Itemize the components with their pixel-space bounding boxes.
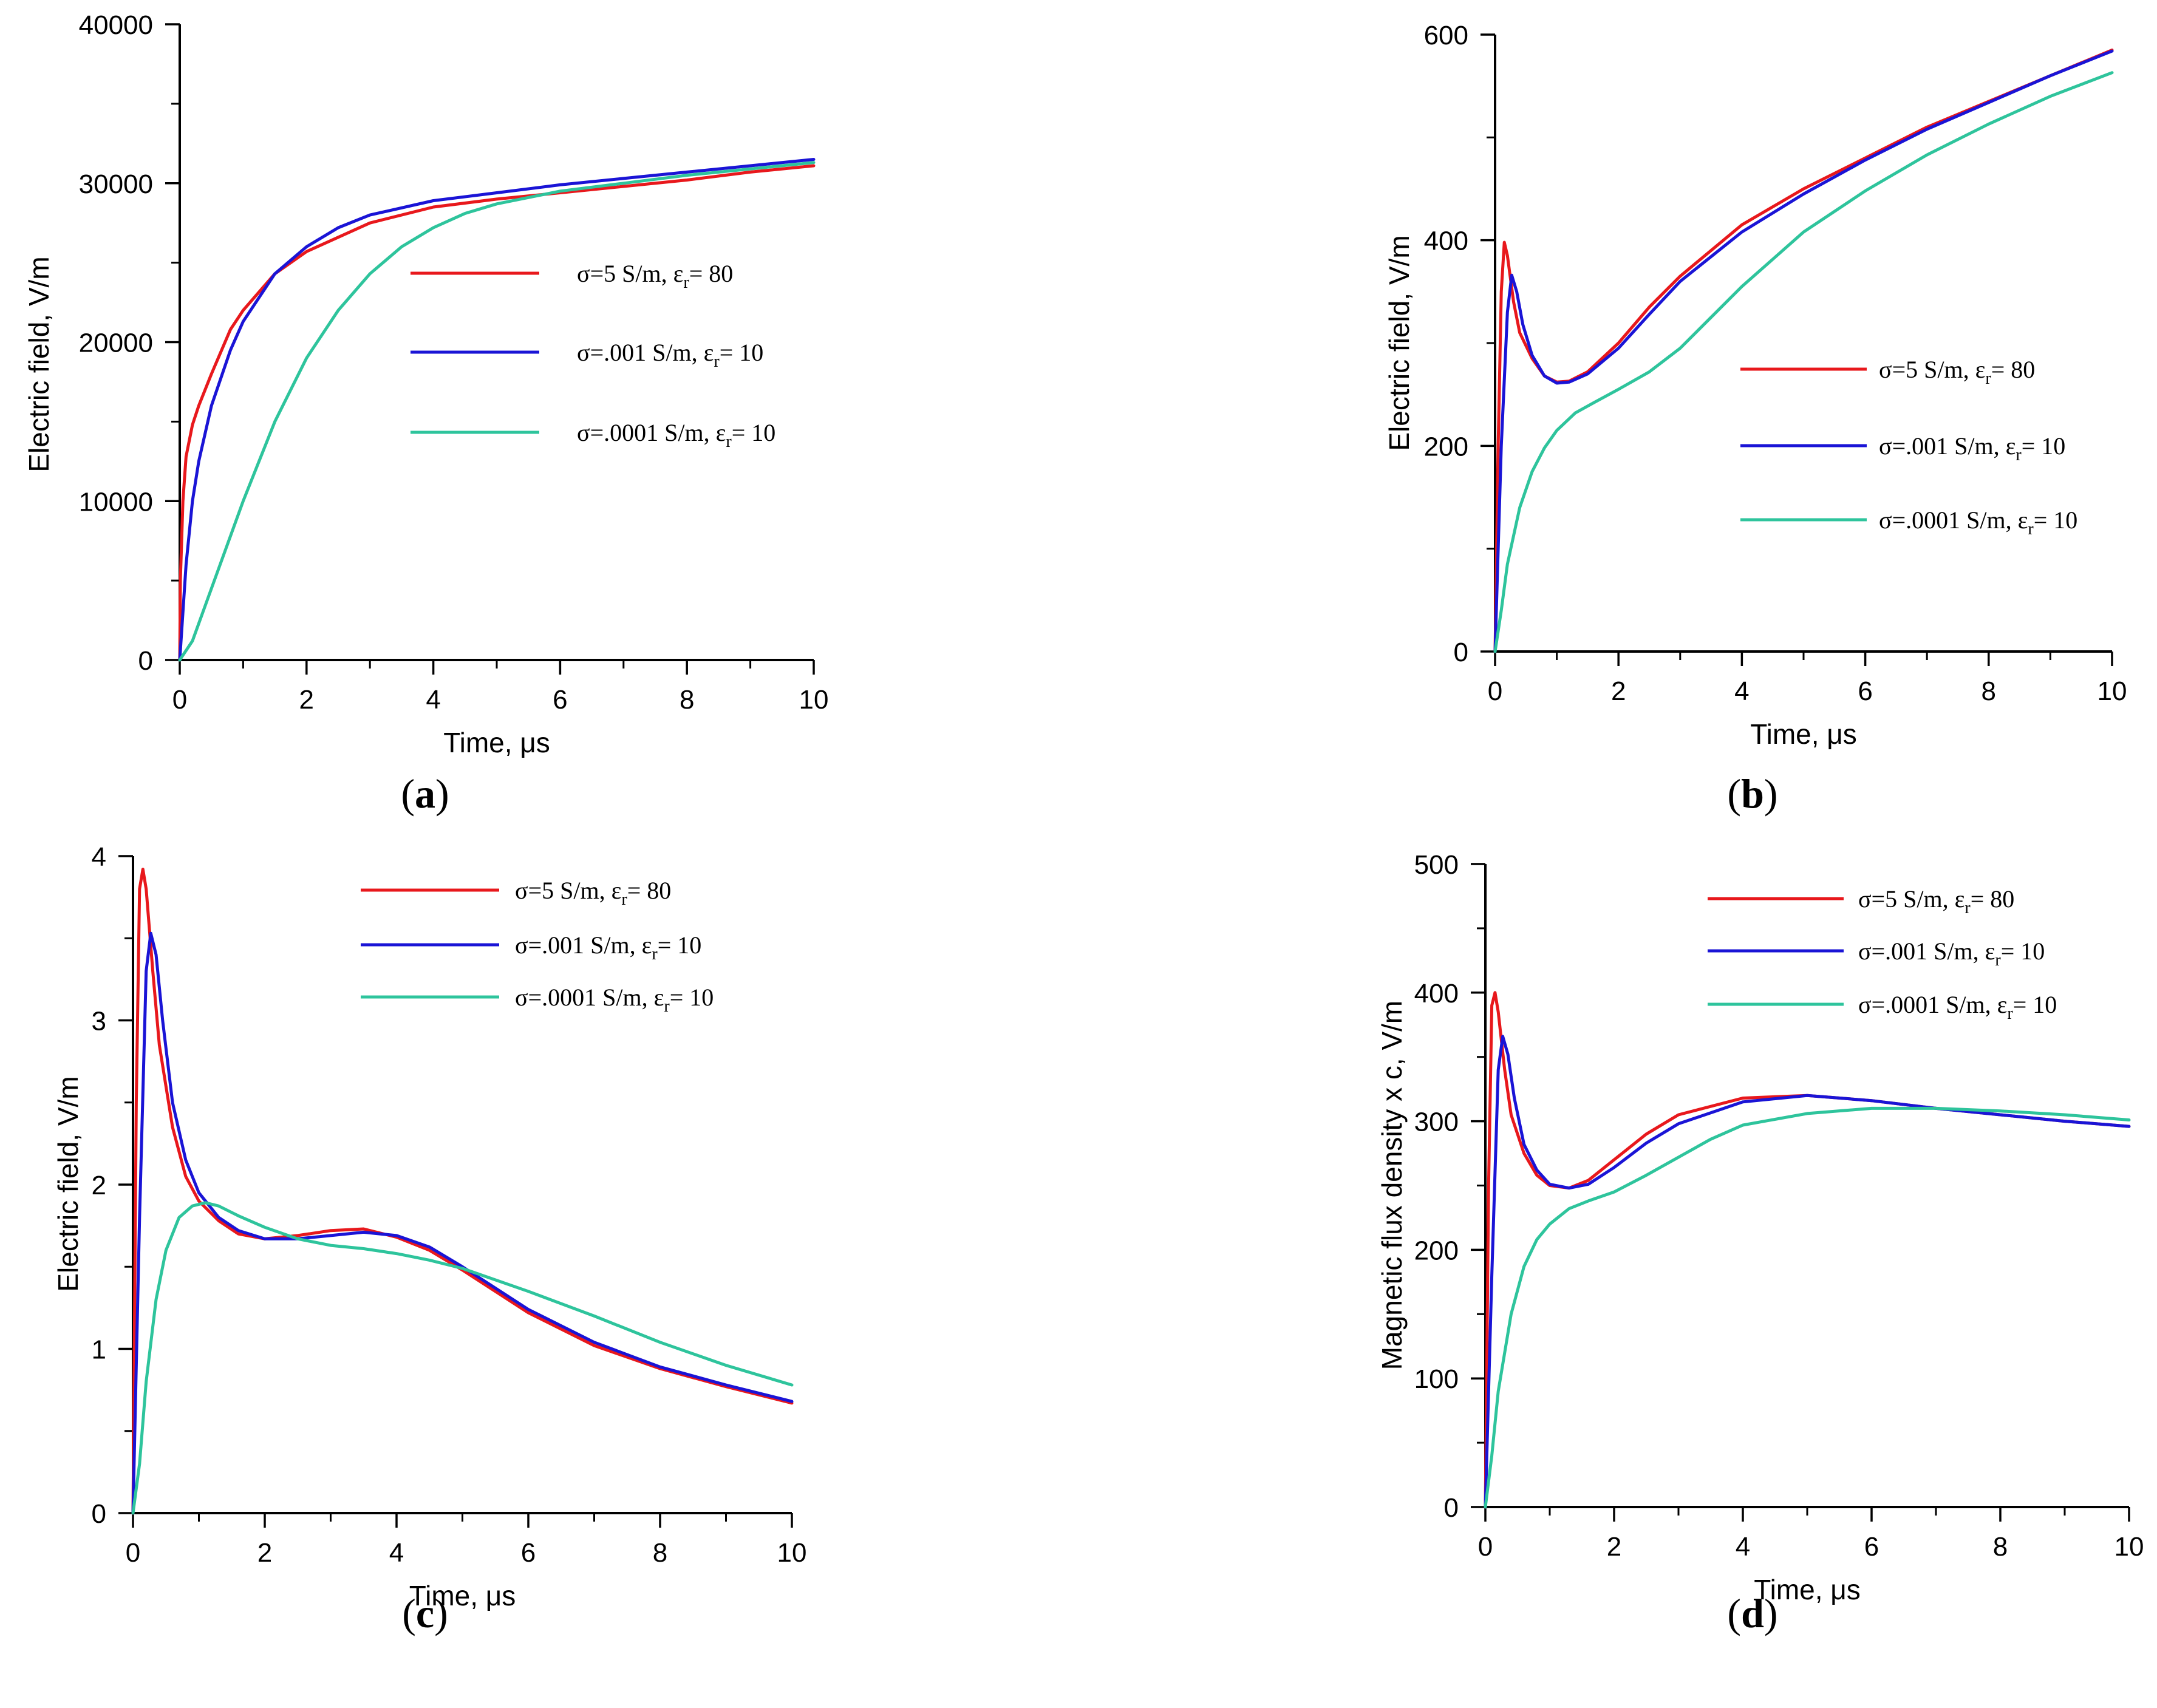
- y-tick-label: 0: [138, 646, 153, 676]
- y-axis-label: Magnetic flux density x c, V/m: [1376, 1001, 1408, 1370]
- x-tick-label: 10: [2097, 676, 2127, 706]
- y-tick-label: 400: [1424, 226, 1468, 256]
- x-tick-label: 6: [1864, 1532, 1879, 1562]
- y-tick-label: 200: [1424, 432, 1468, 461]
- series-line-2: [1493, 49, 2114, 653]
- series-line-3: [1484, 1106, 2131, 1509]
- x-tick-label: 2: [257, 1538, 272, 1568]
- x-tick-label: 6: [1858, 676, 1872, 706]
- y-axis-label: Electric field, V/m: [23, 256, 55, 472]
- x-tick-label: 0: [1478, 1532, 1493, 1562]
- series-line-2: [178, 158, 816, 662]
- y-axis-label: Electric field, V/m: [52, 1076, 84, 1291]
- legend-label-2: σ=.001 S/m, εr= 10: [1879, 432, 2065, 464]
- x-tick-label: 8: [653, 1538, 667, 1568]
- panel-a: 0 2 4 6 8 10 0 10000 20000 30000 40000 Time, μs Elec…: [23, 10, 828, 817]
- y-tick-label: 40000: [79, 10, 153, 40]
- series-line-2: [1484, 1035, 2131, 1509]
- y-tick-label: 300: [1414, 1107, 1459, 1137]
- x-tick-label: 0: [172, 685, 187, 715]
- legend-label-1: σ=5 S/m, εr= 80: [577, 260, 733, 292]
- panel-caption: (b): [1727, 771, 1777, 817]
- x-tick-label: 0: [1488, 676, 1502, 706]
- x-tick-label: 10: [799, 685, 829, 715]
- x-tick-label: 8: [1993, 1532, 2008, 1562]
- x-tick-label: 6: [553, 685, 567, 715]
- y-tick-label: 0: [92, 1499, 106, 1529]
- x-tick-label: 2: [299, 685, 314, 715]
- panel-caption: (d): [1727, 1590, 1777, 1636]
- y-tick-label: 20000: [79, 328, 153, 358]
- legend-label-3: σ=.0001 S/m, εr= 10: [1858, 991, 2057, 1023]
- y-tick-label: 0: [1444, 1493, 1459, 1523]
- x-tick-label: 6: [521, 1538, 536, 1568]
- x-tick-label: 4: [1734, 676, 1749, 706]
- x-tick-label: 2: [1607, 1532, 1621, 1562]
- y-tick-label: 500: [1414, 850, 1459, 880]
- series-line-1: [1484, 991, 2131, 1509]
- x-tick-label: 10: [2114, 1532, 2144, 1562]
- legend-label-3: σ=.0001 S/m, εr= 10: [1879, 506, 2077, 539]
- x-tick-label: 8: [1982, 676, 1996, 706]
- series-line-2: [131, 931, 794, 1515]
- y-tick-label: 2: [92, 1171, 106, 1200]
- y-tick-label: 200: [1414, 1236, 1459, 1265]
- series-line-1: [131, 868, 794, 1515]
- x-axis-label: Time, μs: [409, 1580, 516, 1611]
- legend-label-2: σ=.001 S/m, εr= 10: [577, 339, 763, 371]
- x-axis-label: Time, μs: [443, 727, 550, 758]
- series-line-1: [178, 164, 816, 662]
- y-tick-label: 100: [1414, 1364, 1459, 1394]
- y-tick-label: 600: [1424, 21, 1468, 50]
- legend-label-3: σ=.0001 S/m, εr= 10: [515, 984, 714, 1016]
- x-axis-label: Time, μs: [1750, 718, 1857, 750]
- panel-b: 0 2 4 6 8 10 0 200 400 600 Time, μs Electric field,…: [1383, 21, 2127, 817]
- y-axis-label: Electric field, V/m: [1383, 235, 1415, 451]
- panel-caption: (c): [402, 1590, 448, 1636]
- x-tick-label: 4: [426, 685, 440, 715]
- y-tick-label: 1: [92, 1335, 106, 1365]
- y-tick-label: 10000: [79, 487, 153, 517]
- y-tick-label: 0: [1454, 638, 1468, 667]
- x-tick-label: 2: [1611, 676, 1626, 706]
- x-tick-label: 0: [126, 1538, 140, 1568]
- legend-label-3: σ=.0001 S/m, εr= 10: [577, 419, 775, 451]
- y-tick-label: 30000: [79, 169, 153, 199]
- y-tick-label: 4: [92, 842, 106, 872]
- series-line-3: [178, 161, 816, 662]
- x-tick-label: 10: [777, 1538, 807, 1568]
- legend-label-2: σ=.001 S/m, εr= 10: [1858, 937, 2045, 970]
- y-tick-label: 3: [92, 1007, 106, 1036]
- x-tick-label: 4: [389, 1538, 404, 1568]
- x-axis-label: Time, μs: [1754, 1574, 1861, 1605]
- legend-label-1: σ=5 S/m, εr= 80: [1879, 356, 2035, 388]
- legend-label-2: σ=.001 S/m, εr= 10: [515, 931, 701, 964]
- series-line-3: [131, 1201, 794, 1515]
- panel-caption: (a): [401, 771, 449, 817]
- series-line-1: [1493, 48, 2114, 653]
- y-tick-label: 400: [1414, 979, 1459, 1009]
- series-line-3: [1493, 71, 2114, 653]
- legend-label-1: σ=5 S/m, εr= 80: [515, 877, 671, 909]
- legend-label-1: σ=5 S/m, εr= 80: [1858, 885, 2014, 917]
- x-tick-label: 8: [680, 685, 694, 715]
- x-tick-label: 4: [1736, 1532, 1750, 1562]
